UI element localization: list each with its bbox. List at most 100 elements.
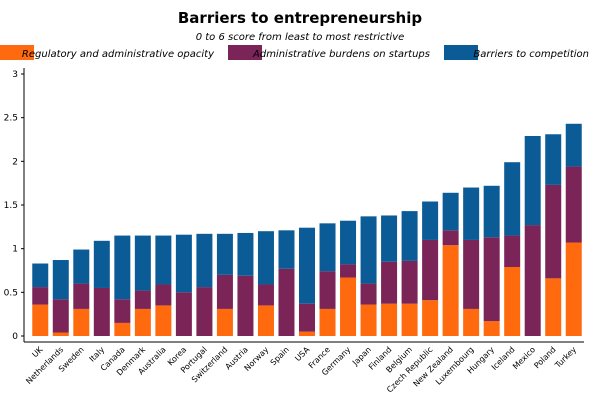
bar-segment-burdens [360,283,377,305]
bar-segment-burdens [73,283,90,309]
bar-segment-burdens [504,235,521,268]
x-category-label: Iceland [490,345,517,372]
bar-segment-competition [504,162,521,236]
bar-segment-competition [360,216,377,284]
bar-segment-burdens [196,287,213,336]
y-tick-label: 2.5 [4,114,18,124]
bar-segment-competition [319,223,336,272]
x-category-label: Mexico [511,345,537,371]
bar-segment-regulatory [565,242,582,336]
bar-segment-burdens [237,275,254,336]
bar-segment-regulatory [134,308,151,336]
bar-segment-regulatory [340,277,357,336]
bar-segment-competition [298,227,316,304]
bar-segment-competition [73,249,90,284]
bar-segment-burdens [319,271,336,309]
bar-segment-competition [483,185,500,238]
y-tick-label: 0 [12,332,18,342]
bar-segment-regulatory [114,322,131,336]
bar-segment-regulatory [73,308,90,336]
bar-segment-regulatory [216,308,233,336]
bar-segment-competition [422,201,439,240]
bar-segment-burdens [565,166,582,243]
bar-segment-competition [545,134,562,185]
legend-label-burdens: Administrative burdens on startups [252,49,430,60]
legend-label-competition: Barriers to competition [473,49,589,60]
y-axis-ticks: 0 0.5 1 1.5 2 2.5 3 [4,70,24,342]
bar-segment-burdens [257,284,274,306]
bar-segment-competition [565,123,582,167]
y-tick-label: 0.5 [4,288,18,298]
x-category-label: Turkey [553,345,579,371]
bar-segment-burdens [545,184,562,279]
bar-segment-competition [257,231,274,285]
bar-segment-regulatory [360,304,377,336]
bar-segment-burdens [278,268,295,336]
bar-segment-burdens [401,260,418,304]
bar-segment-regulatory [155,305,172,336]
legend-label-regulatory: Regulatory and administrative opacity [22,49,215,60]
bar-segment-regulatory [381,303,398,336]
bar-segment-competition [278,230,295,269]
bar-segment-burdens [483,237,500,322]
bar-segment-regulatory [504,267,521,336]
y-tick-label: 2 [12,157,18,167]
legend: Regulatory and administrative opacity Ad… [0,45,589,60]
bar-segment-burdens [422,239,439,301]
bar-segment-competition [381,215,398,262]
bar-segment-competition [524,136,541,226]
bar-segment-burdens [340,264,357,278]
x-category-label: Poland [532,345,557,370]
bar-segment-regulatory [401,303,418,336]
bar-segment-burdens [463,239,480,309]
bar-segment-regulatory [442,245,459,336]
bar-segment-burdens [114,299,131,323]
bar-segment-competition [216,233,233,275]
bar-segment-burdens [155,284,172,306]
bar-segment-competition [114,235,131,300]
bar-segment-burdens [524,225,541,336]
bar-segment-regulatory [298,331,316,336]
bar-segment-competition [155,235,172,285]
bar-segment-competition [175,234,192,293]
bar-segment-regulatory [257,305,274,336]
chart-subtitle: 0 to 6 score from least to most restrict… [196,32,405,43]
bar-segment-competition [237,232,254,276]
bar-segment-regulatory [32,304,49,336]
bar-segment-competition [340,220,357,265]
bar-segment-burdens [93,287,110,336]
x-category-label: Spain [269,345,291,367]
bar-segment-competition [32,263,49,288]
bar-segment-competition [52,260,69,300]
bar-segment-burdens [298,303,316,332]
bar-segment-burdens [52,299,69,333]
bar-segment-burdens [175,292,192,336]
bar-segment-burdens [381,261,398,304]
bar-segment-competition [134,235,151,291]
bar-segment-burdens [216,274,233,309]
bar-segment-competition [196,233,213,288]
legend-swatch-regulatory [0,45,34,60]
bar-segment-regulatory [422,300,439,336]
bar-segment-regulatory [319,308,336,336]
bar-segment-regulatory [463,308,480,336]
legend-swatch-competition [444,45,478,60]
bar-segment-regulatory [483,321,500,336]
bar-segment-competition [463,187,480,240]
legend-swatch-burdens [228,45,262,60]
y-tick-label: 1.5 [4,201,18,211]
chart-title: Barriers to entrepreneurship [178,9,422,27]
bar-segment-competition [93,240,110,288]
bars [32,123,582,336]
bar-segment-competition [442,192,459,231]
bar-segment-burdens [134,290,151,309]
bar-segment-burdens [442,230,459,246]
bar-segment-burdens [32,287,49,305]
bar-segment-regulatory [52,332,69,336]
x-category-label: UK [30,345,45,360]
bar-segment-regulatory [545,278,562,336]
bar-segment-competition [401,211,418,261]
